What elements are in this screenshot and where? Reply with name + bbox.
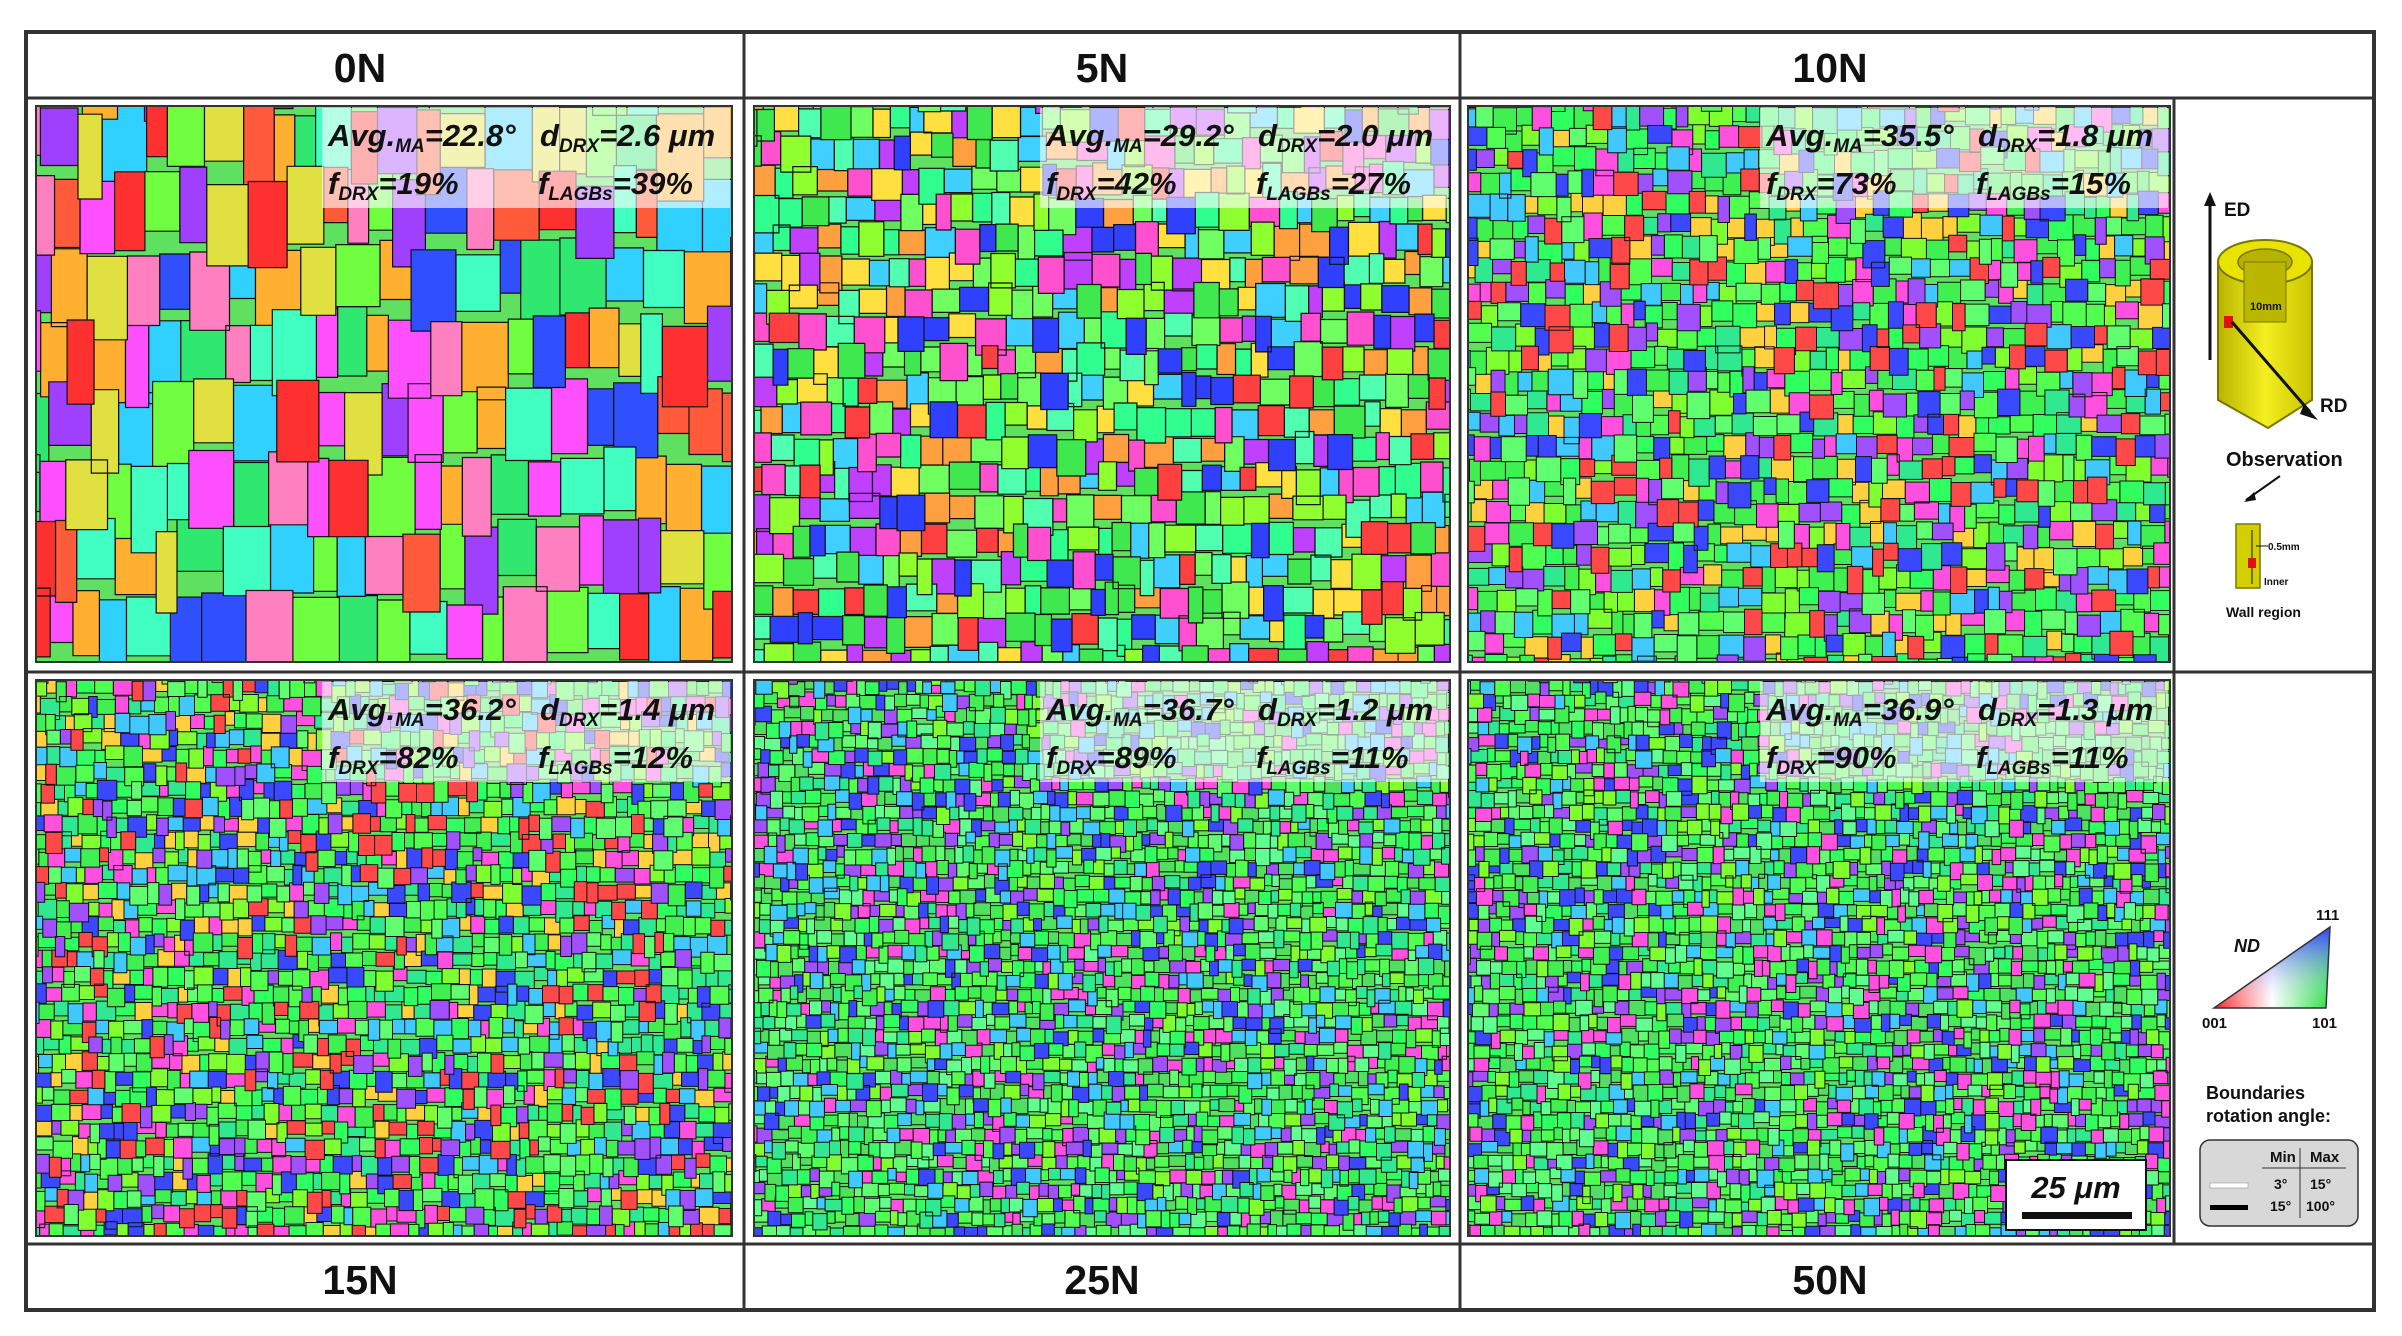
- legend-row-max: 100°: [2306, 1198, 2335, 1214]
- ipf-color-legend: ND 111 001 101: [2202, 907, 2339, 1032]
- annotation-box: [1760, 682, 2168, 782]
- column-header: 5N: [1076, 45, 1128, 91]
- row-footer: 15N: [322, 1257, 397, 1303]
- avg-ma-label: Avg.MA=36.2°: [327, 692, 516, 731]
- avg-ma-label: Avg.MA=36.7°: [1045, 692, 1234, 731]
- f-drx-label: fDRX=89%: [1046, 740, 1177, 779]
- dimension-label: 10mm: [2250, 301, 2282, 313]
- legend-row-max: 15°: [2310, 1176, 2331, 1192]
- observation-spot: [2224, 316, 2233, 328]
- f-lagbs-label: fLAGBs=15%: [1976, 166, 2131, 205]
- observation-label: Observation: [2226, 449, 2343, 471]
- f-lagbs-label: fLAGBs=11%: [1256, 740, 1409, 779]
- f-lagbs-label: fLAGBs=11%: [1976, 740, 2129, 779]
- avg-ma-label: Avg.MA=22.8°: [327, 118, 516, 157]
- d-drx-label: dDRX=1.2 μm: [1258, 692, 1433, 731]
- f-lagbs-label: fLAGBs=27%: [1256, 166, 1411, 205]
- scale-bar: 25 μm: [2005, 1159, 2147, 1231]
- annotation-box: [322, 682, 730, 782]
- f-drx-label: fDRX=90%: [1766, 740, 1897, 779]
- f-drx-label: fDRX=73%: [1766, 166, 1897, 205]
- legend-min-header: Min: [2270, 1149, 2296, 1166]
- column-header: 0N: [334, 45, 386, 91]
- legend-swatch-white: [2209, 1182, 2249, 1189]
- avg-ma-label: Avg.MA=35.5°: [1765, 118, 1954, 157]
- column-header: 10N: [1792, 45, 1867, 91]
- annotation-box: [1040, 682, 1448, 782]
- ed-axis-label: ED: [2224, 200, 2250, 221]
- f-drx-label: fDRX=19%: [328, 166, 459, 205]
- legend-row-min: 15°: [2270, 1198, 2291, 1214]
- ipf-nd-label: ND: [2234, 936, 2260, 956]
- ebsd-map: [753, 105, 1451, 663]
- sample-schematic: ED 10mm RD Observation 0.5mm Inner Wall …: [2204, 192, 2347, 620]
- row-footer: 50N: [1792, 1257, 1867, 1303]
- thickness-label: 0.5mm: [2268, 542, 2300, 553]
- d-drx-label: dDRX=1.8 μm: [1978, 118, 2153, 157]
- ebsd-map: [1467, 105, 2171, 663]
- avg-ma-label: Avg.MA=29.2°: [1045, 118, 1234, 157]
- legend-row-min: 3°: [2274, 1176, 2287, 1192]
- ebsd-map: [35, 679, 733, 1237]
- f-drx-label: fDRX=42%: [1046, 166, 1177, 205]
- row-footer: 25N: [1064, 1257, 1139, 1303]
- legend-swatch-black: [2210, 1205, 2248, 1210]
- ebsd-map: [1467, 679, 2171, 1237]
- f-lagbs-label: fLAGBs=39%: [538, 166, 693, 205]
- inner-label: Inner: [2264, 577, 2289, 588]
- f-drx-label: fDRX=82%: [328, 740, 459, 779]
- scale-bar-label: 25 μm: [2030, 1170, 2120, 1205]
- d-drx-label: dDRX=1.4 μm: [540, 692, 715, 731]
- f-lagbs-label: fLAGBs=12%: [538, 740, 693, 779]
- avg-ma-label: Avg.MA=36.9°: [1765, 692, 1954, 731]
- ipf-001-label: 001: [2202, 1015, 2227, 1032]
- ebsd-map: [35, 105, 733, 663]
- annotation-box: [1760, 108, 2168, 208]
- d-drx-label: dDRX=1.3 μm: [1978, 692, 2153, 731]
- annotation-box: [322, 108, 730, 208]
- ebsd-map: [753, 679, 1451, 1237]
- scale-bar-line: [2022, 1212, 2132, 1219]
- rd-axis-label: RD: [2320, 396, 2347, 417]
- boundaries-title: rotation angle:: [2206, 1106, 2331, 1126]
- wall-region-box: [2235, 523, 2261, 589]
- ipf-111-label: 111: [2316, 907, 2339, 924]
- ipf-101-label: 101: [2312, 1015, 2337, 1032]
- wall-region-label: Wall region: [2226, 604, 2301, 620]
- d-drx-label: dDRX=2.0 μm: [1258, 118, 1433, 157]
- d-drx-label: dDRX=2.6 μm: [540, 118, 715, 157]
- annotation-box: [1040, 108, 1448, 208]
- boundaries-title: Boundaries: [2206, 1083, 2305, 1103]
- boundaries-legend: Boundaries rotation angle: Min Max 3° 15…: [2199, 1083, 2359, 1227]
- legend-max-header: Max: [2310, 1149, 2340, 1166]
- ebsd-maps: Avg.MA=22.8° dDRX=2.6 μm fDRX=19% fLAGBs=39…: [35, 105, 2171, 1237]
